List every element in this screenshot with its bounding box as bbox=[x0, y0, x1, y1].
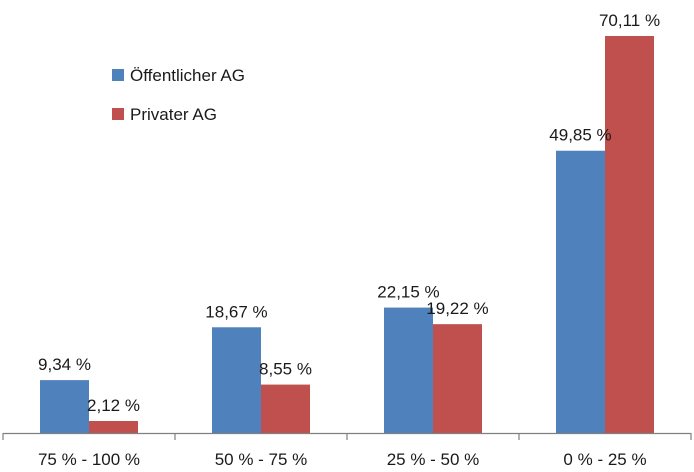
x-tick-label-3: 0 % - 25 % bbox=[563, 450, 646, 469]
value-labels-group: 9,34 % 2,12 % 18,67 % 8,55 % 22,15 %19,22 % 4… bbox=[38, 11, 660, 415]
bars-group bbox=[40, 36, 654, 433]
data-label-oeffentlicher-0: 9,34 % bbox=[38, 355, 91, 374]
data-label-oeffentlicher-2: 22,15 % bbox=[377, 283, 439, 302]
data-label-privater-3: 70,11 % bbox=[599, 11, 660, 30]
bar-oeffentlicher-0 bbox=[40, 380, 89, 433]
bar-oeffentlicher-1 bbox=[212, 327, 261, 433]
legend-swatch-oeffentlicher bbox=[112, 69, 124, 81]
bar-privater-2 bbox=[433, 324, 482, 433]
data-label-privater-2: 19,22 % bbox=[426, 299, 488, 318]
bar-privater-1 bbox=[261, 384, 310, 433]
data-label-privater-0: 2,12 % bbox=[87, 396, 140, 415]
bar-oeffentlicher-2 bbox=[384, 307, 433, 433]
x-tick-label-2: 25 % - 50 % bbox=[387, 450, 480, 469]
legend-swatch-privater bbox=[112, 108, 124, 120]
x-axis bbox=[2, 432, 692, 440]
legend: Öffentlicher AG Privater AG bbox=[112, 66, 245, 124]
legend-label-privater: Privater AG bbox=[130, 105, 217, 124]
bar-privater-3 bbox=[605, 36, 654, 433]
bar-oeffentlicher-3 bbox=[556, 150, 605, 433]
data-label-oeffentlicher-3: 49,85 % bbox=[549, 126, 611, 145]
data-label-privater-1: 8,55 % bbox=[259, 360, 312, 379]
legend-label-oeffentlicher: Öffentlicher AG bbox=[130, 66, 245, 85]
data-label-oeffentlicher-1: 18,67 % bbox=[205, 302, 267, 321]
bar-privater-0 bbox=[89, 420, 138, 433]
x-tick-label-1: 50 % - 75 % bbox=[215, 450, 308, 469]
x-tick-label-0: 75 % - 100 % bbox=[38, 450, 140, 469]
x-tick-labels-group: 75 % - 100 % 50 % - 75 % 25 % - 50 % 0 % - … bbox=[38, 450, 647, 469]
